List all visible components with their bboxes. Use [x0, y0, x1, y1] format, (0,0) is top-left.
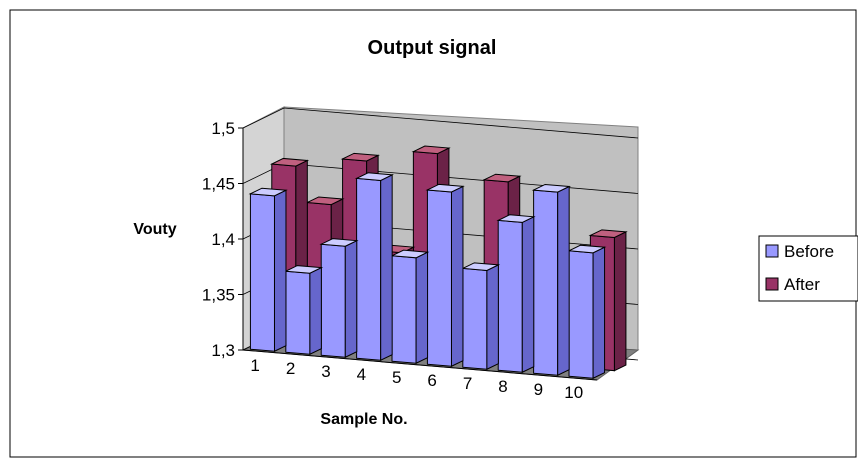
x-tick-label: 9: [534, 380, 543, 399]
bar-before-7: [460, 262, 501, 371]
y-tick-label: 1,5: [211, 119, 235, 138]
y-tick-label: 1,45: [202, 175, 235, 194]
bar-before-9: [531, 183, 572, 377]
bar-before-8: [496, 214, 536, 374]
y-axis-ticks: 1,3 1,35 1,4 1,45 1,5: [202, 119, 243, 360]
x-tick-label: 1: [250, 356, 259, 375]
legend: Before After: [758, 235, 858, 302]
x-tick-label: 5: [392, 368, 401, 387]
x-tick-label: 7: [463, 374, 472, 393]
x-axis-line: [242, 349, 598, 381]
x-tick-label: 10: [564, 383, 583, 402]
y-tick-label: 1,35: [202, 286, 235, 305]
bar-before-5: [390, 249, 430, 365]
x-axis-label: Sample No.: [320, 411, 407, 428]
y-tick-label: 1,3: [211, 341, 235, 360]
bar-before-4: [354, 172, 395, 362]
legend-swatch-before: [765, 244, 779, 258]
legend-swatch-after: [765, 277, 779, 291]
bar-before-3: [319, 238, 359, 359]
x-tick-label: 2: [286, 359, 295, 378]
bars: [248, 145, 628, 380]
bar-before-6: [425, 183, 465, 368]
x-tick-label: 8: [498, 377, 507, 396]
bar-before-1: [248, 187, 288, 353]
bar-before-2: [283, 265, 324, 356]
legend-label-after: After: [784, 275, 820, 294]
x-tick-label: 6: [427, 371, 436, 390]
y-tick-label: 1,4: [211, 230, 235, 249]
bar-before-10: [567, 244, 607, 380]
x-tick-label: 3: [321, 362, 330, 381]
gridline: [242, 107, 639, 139]
x-tick-label: 4: [357, 365, 366, 384]
x-axis-ticks: 1 2 3 4 5 6 7 8 9 10: [250, 356, 583, 402]
chart-title: Output signal: [368, 37, 497, 59]
y-axis-label: Vouty: [133, 221, 176, 238]
legend-label-before: Before: [784, 242, 834, 261]
